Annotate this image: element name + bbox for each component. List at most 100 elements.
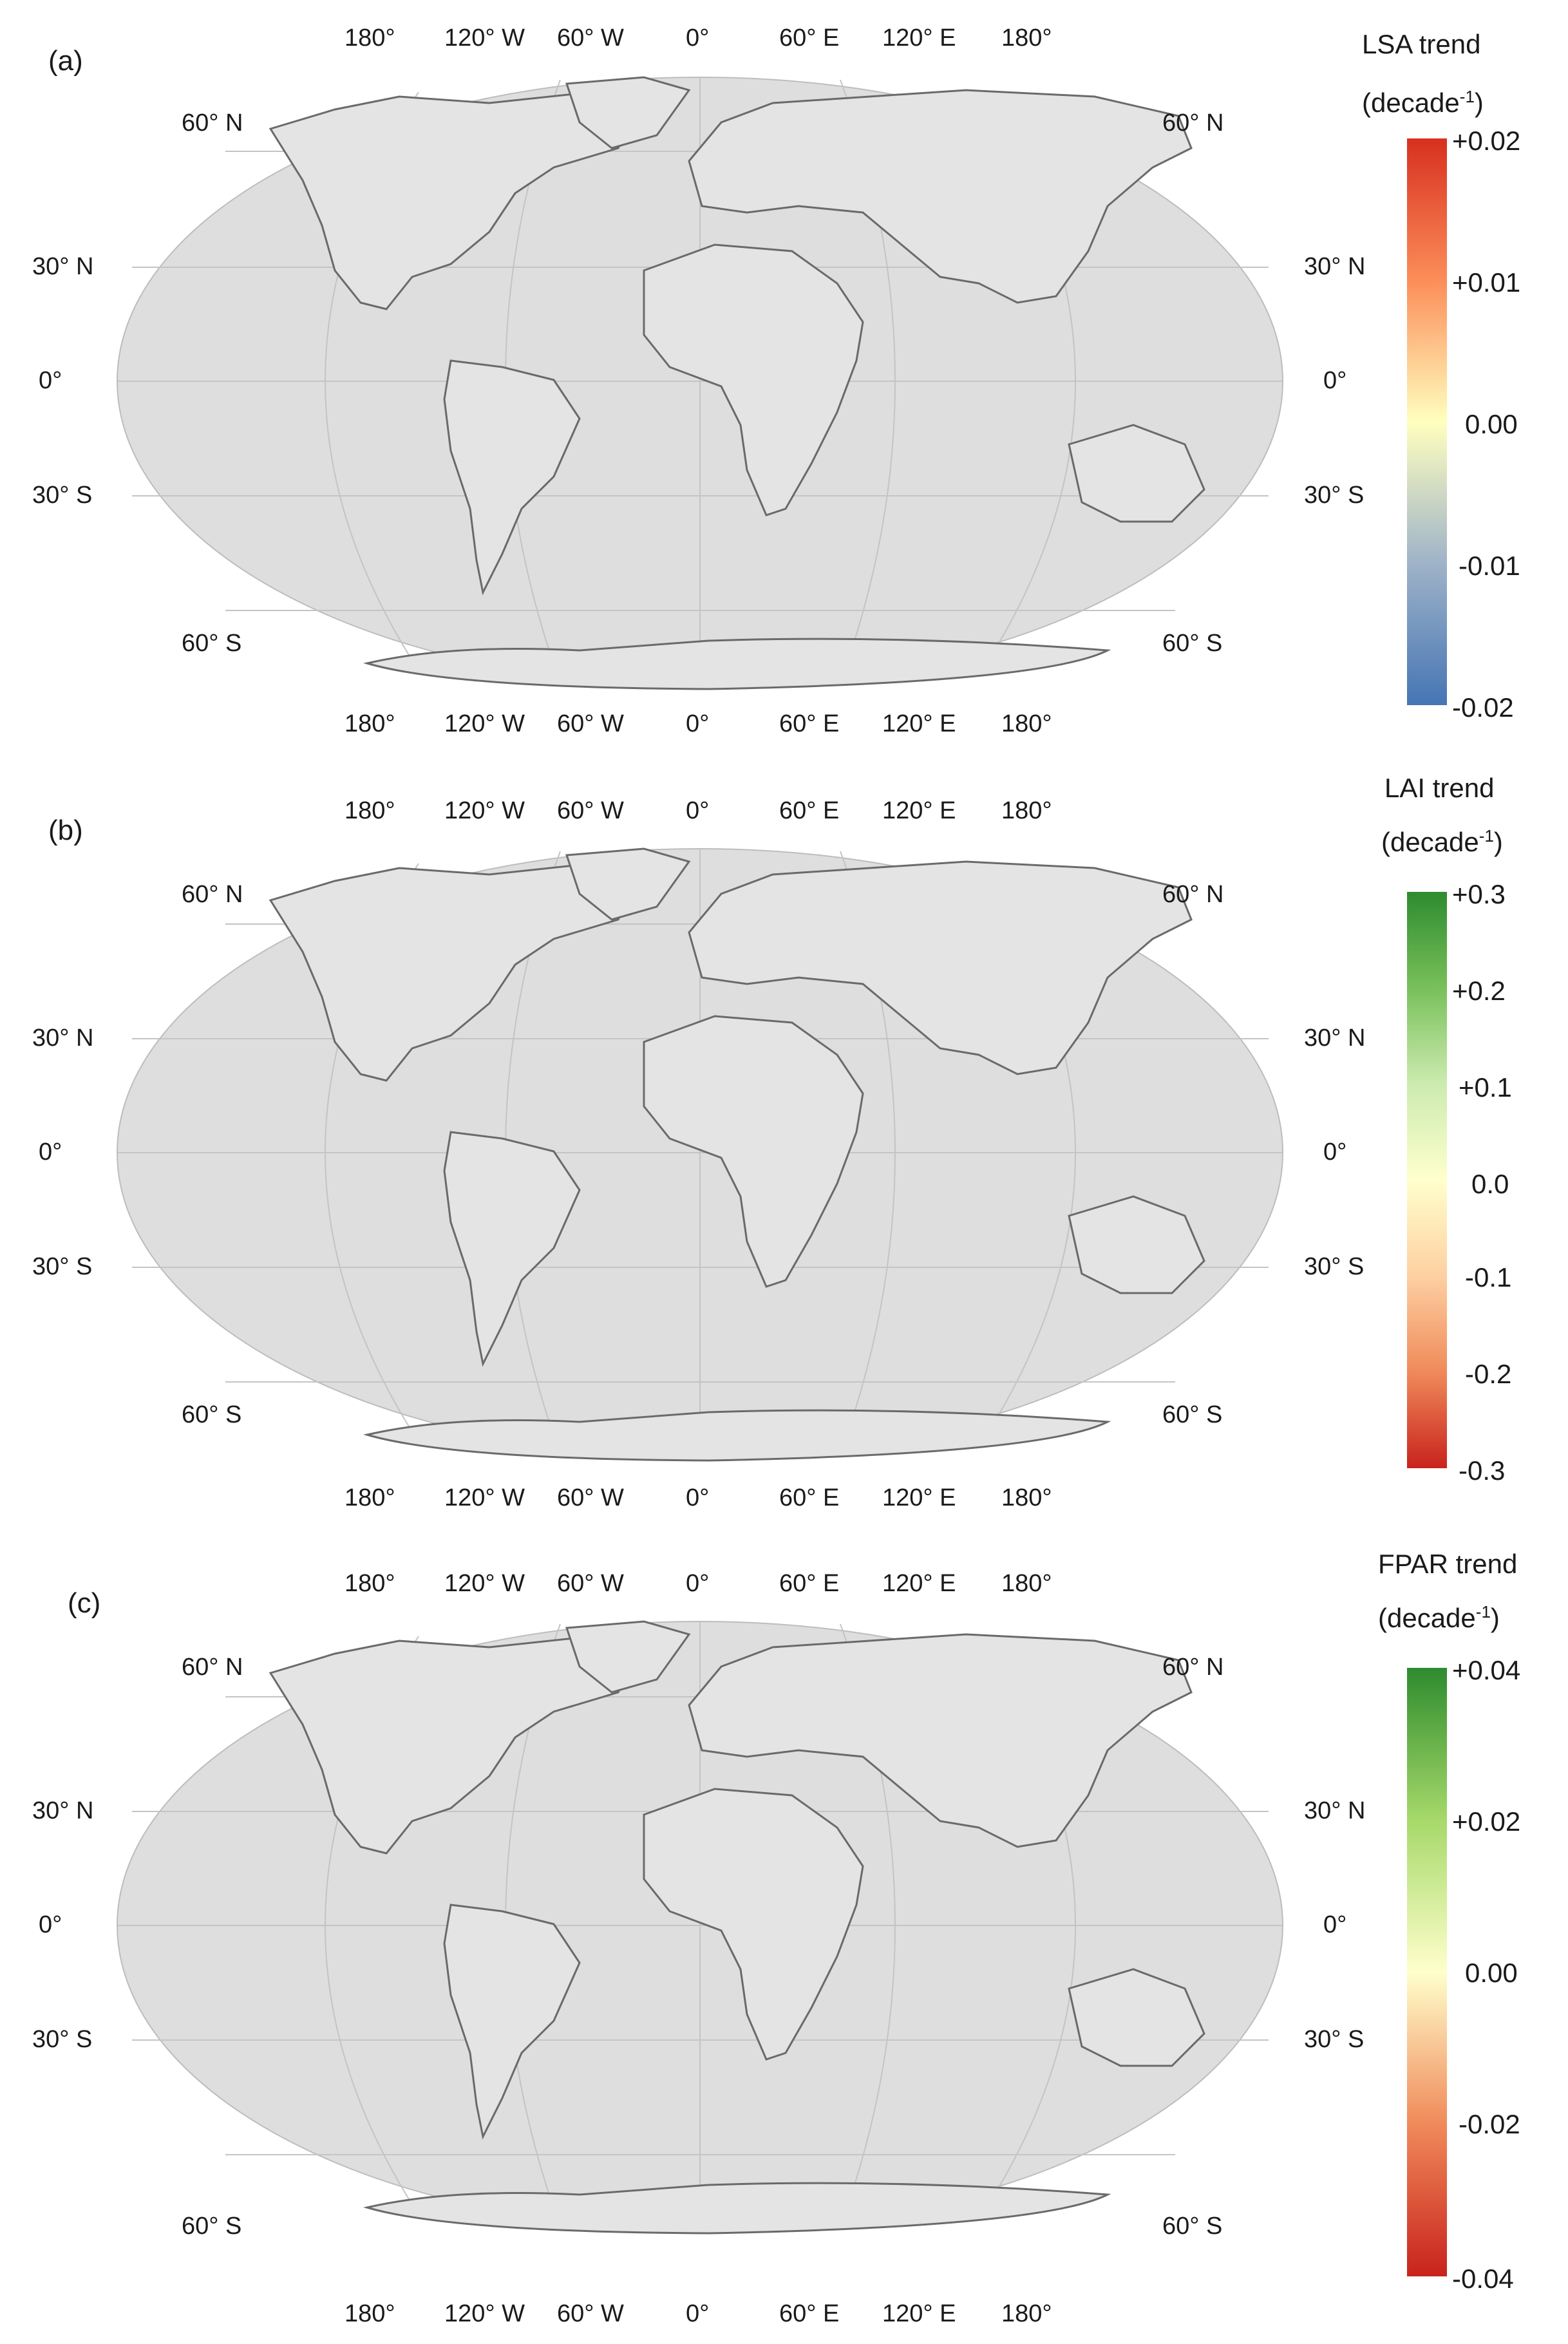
lon-label-bottom: 180° xyxy=(345,1484,395,1511)
lon-label-top: 180° xyxy=(1001,24,1052,52)
north-america xyxy=(269,864,639,1082)
colorbar-title: LAI trend xyxy=(1384,773,1495,803)
lat-label-right: 30° S xyxy=(1304,1253,1365,1280)
colorbar-tick: -0.04 xyxy=(1452,2264,1514,2294)
colorbar-gradient xyxy=(1407,1668,1447,2276)
colorbar-title: LSA trend xyxy=(1362,29,1481,59)
south-america xyxy=(443,359,581,596)
colorbar-gradient xyxy=(1407,892,1447,1468)
lat-label-left: 0° xyxy=(39,1911,62,1938)
lon-label-bottom: 0° xyxy=(686,2300,710,2327)
lat-label-right: 30° N xyxy=(1304,1025,1366,1052)
lon-label-bottom: 0° xyxy=(686,1484,710,1511)
lat-label-left: 30° S xyxy=(32,482,93,509)
lon-label-top: 120° W xyxy=(444,24,525,52)
continents xyxy=(269,1620,1205,2235)
europe-asia xyxy=(688,860,1193,1075)
colorbar-tick: 0.00 xyxy=(1465,1958,1518,1988)
lat-label-right: 0° xyxy=(1323,1911,1347,1938)
lat-label-left: 60° S xyxy=(182,1401,242,1428)
australia xyxy=(1068,424,1205,523)
lat-label-left: 30° S xyxy=(32,1253,93,1280)
colorbar-tick: 0.0 xyxy=(1471,1169,1509,1199)
lon-label-bottom: 60° E xyxy=(779,2300,840,2327)
lat-label-left: 60° S xyxy=(182,630,242,657)
lon-label-bottom: 120° E xyxy=(882,1484,956,1511)
africa xyxy=(643,243,864,516)
lon-label-bottom: 180° xyxy=(345,2300,395,2327)
europe-asia xyxy=(688,1633,1193,1848)
lat-label-left: 60° S xyxy=(182,2213,242,2240)
lon-label-bottom: 120° E xyxy=(882,2300,956,2327)
lat-label-left: 0° xyxy=(39,367,62,394)
lon-label-bottom: 120° W xyxy=(444,710,525,737)
lon-label-top: 180° xyxy=(345,1570,395,1597)
lon-label-top: 120° E xyxy=(882,797,956,824)
colorbar-tick: -0.02 xyxy=(1459,2109,1520,2139)
lon-label-bottom: 60° E xyxy=(779,710,840,737)
lat-label-left: 60° N xyxy=(182,881,243,908)
lon-label-top: 180° xyxy=(345,797,395,824)
lat-label-left: 30° N xyxy=(32,1797,94,1824)
lat-label-left: 0° xyxy=(39,1139,62,1166)
lat-label-left: 30° N xyxy=(32,1025,94,1052)
world-map-fpar xyxy=(117,1620,1283,2235)
colorbar-tick: +0.01 xyxy=(1452,267,1521,298)
lon-label-bottom: 60° W xyxy=(557,2300,624,2327)
lon-label-top: 120° W xyxy=(444,1570,525,1597)
lon-label-bottom: 60° E xyxy=(779,1484,840,1511)
greenland xyxy=(565,1620,691,1694)
lon-label-top: 60° E xyxy=(779,24,840,52)
colorbar-unit: (decade-1) xyxy=(1378,1602,1500,1633)
colorbar-title: FPAR trend xyxy=(1378,1549,1518,1579)
panel-label: (a) xyxy=(48,45,83,77)
lon-label-top: 0° xyxy=(686,24,710,52)
lat-label-right: 60° S xyxy=(1162,2213,1223,2240)
australia xyxy=(1068,1968,1205,2067)
lon-label-bottom: 180° xyxy=(345,710,395,737)
lat-label-left: 60° N xyxy=(182,109,243,137)
colorbar-gradient xyxy=(1407,138,1447,705)
lat-label-left: 30° N xyxy=(32,253,94,280)
panel-b: (b) 180° 120° W 60° W 0° 60° E 120° E 18… xyxy=(0,773,1568,1545)
lon-label-bottom: 180° xyxy=(1001,2300,1052,2327)
greenland xyxy=(565,76,691,149)
north-america xyxy=(269,92,639,310)
colorbar-tick: -0.02 xyxy=(1452,692,1514,723)
lat-label-right: 0° xyxy=(1323,1139,1347,1166)
lon-label-top: 180° xyxy=(345,24,395,52)
colorbar-unit: (decade-1) xyxy=(1362,87,1484,118)
lat-label-left: 60° N xyxy=(182,1654,243,1681)
lon-label-bottom: 180° xyxy=(1001,710,1052,737)
lat-label-right: 60° N xyxy=(1162,109,1224,137)
lon-label-top: 60° W xyxy=(557,797,624,824)
lon-label-bottom: 180° xyxy=(1001,1484,1052,1511)
colorbar-tick: +0.1 xyxy=(1459,1072,1512,1102)
lat-label-right: 30° N xyxy=(1304,1797,1366,1824)
south-america xyxy=(443,1131,581,1367)
colorbar-tick: +0.04 xyxy=(1452,1655,1521,1685)
colorbar-tick: 0.00 xyxy=(1465,409,1518,439)
colorbar-tick: +0.02 xyxy=(1452,1806,1521,1837)
lon-label-top: 180° xyxy=(1001,1570,1052,1597)
lon-label-top: 60° E xyxy=(779,797,840,824)
lon-label-top: 120° E xyxy=(882,24,956,52)
lon-label-top: 120° W xyxy=(444,797,525,824)
lat-label-right: 30° S xyxy=(1304,2026,1365,2053)
continents xyxy=(269,76,1205,690)
panel-label: (b) xyxy=(48,815,83,846)
colorbar-tick: +0.02 xyxy=(1452,126,1521,156)
lon-label-bottom: 120° W xyxy=(444,1484,525,1511)
colorbar-unit: (decade-1) xyxy=(1381,826,1503,857)
panel-c: (c) 180° 120° W 60° W 0° 60° E 120° E 18… xyxy=(0,1545,1568,2344)
world-map-lai xyxy=(117,847,1283,1462)
colorbar-tick: +0.3 xyxy=(1452,879,1506,909)
africa xyxy=(643,1788,864,2061)
lat-label-right: 60° S xyxy=(1162,1401,1223,1428)
world-map-lsa xyxy=(117,76,1283,690)
colorbar-tick: -0.1 xyxy=(1465,1262,1512,1292)
antarctica xyxy=(363,1409,1111,1462)
panel-a: (a) 180° 120° W 60° W 0° 60° E 120° E 18… xyxy=(0,0,1568,741)
africa xyxy=(643,1015,864,1288)
lon-label-bottom: 60° W xyxy=(557,710,624,737)
